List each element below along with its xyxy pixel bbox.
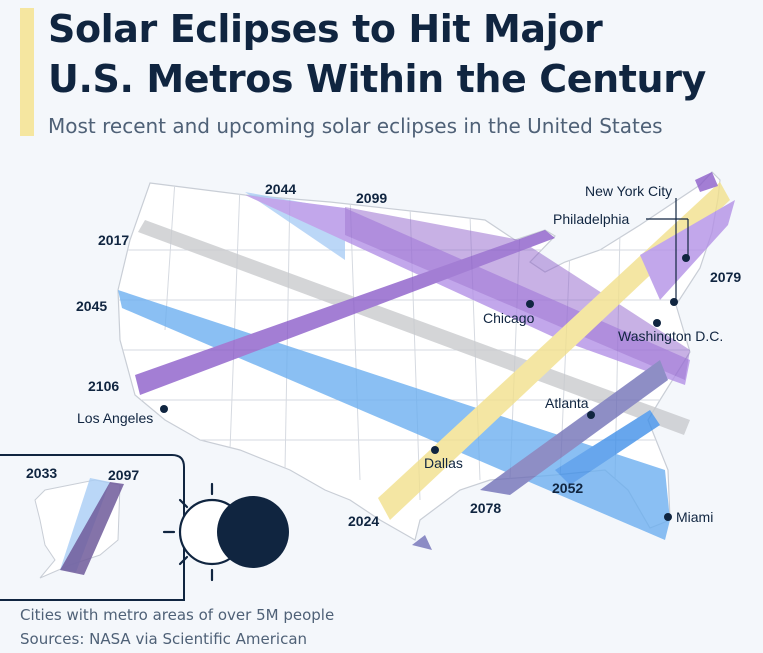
label-dallas: Dallas bbox=[424, 455, 463, 471]
nyc-marker[interactable] bbox=[682, 254, 690, 262]
label-washington: Washington D.C. bbox=[618, 328, 723, 344]
path-2099-b bbox=[345, 207, 690, 380]
label-miami: Miami bbox=[676, 509, 713, 525]
path-2052 bbox=[555, 410, 660, 485]
path-2097 bbox=[60, 482, 124, 575]
label-2045: 2045 bbox=[76, 298, 107, 314]
path-2078-tx bbox=[412, 535, 432, 550]
label-2099: 2099 bbox=[356, 190, 387, 206]
footer-sources: Sources: NASA via Scientific American bbox=[20, 630, 308, 648]
page-subtitle: Most recent and upcoming solar eclipses … bbox=[48, 114, 663, 138]
path-2078 bbox=[480, 360, 668, 495]
label-2024: 2024 bbox=[348, 513, 379, 529]
title-line-2: U.S. Metros Within the Century bbox=[48, 57, 706, 101]
label-2106: 2106 bbox=[88, 378, 119, 394]
page-title: Solar Eclipses to Hit Major U.S. Metros … bbox=[48, 4, 706, 104]
label-2078: 2078 bbox=[470, 500, 501, 516]
alaska-inset bbox=[0, 454, 185, 601]
path-2024 bbox=[378, 182, 730, 520]
city-labels: New York City Philadelphia Chicago Washi… bbox=[77, 183, 723, 525]
label-new-york: New York City bbox=[585, 183, 672, 199]
dallas-marker[interactable] bbox=[431, 446, 439, 454]
miami-marker[interactable] bbox=[664, 513, 672, 521]
los-angeles-marker[interactable] bbox=[160, 405, 168, 413]
washington-marker[interactable] bbox=[653, 319, 661, 327]
label-2033: 2033 bbox=[26, 465, 57, 481]
label-2017: 2017 bbox=[98, 232, 129, 248]
label-los-angeles: Los Angeles bbox=[77, 410, 153, 426]
footer-note: Cities with metro areas of over 5M peopl… bbox=[20, 606, 335, 624]
label-chicago: Chicago bbox=[483, 310, 535, 326]
label-2044: 2044 bbox=[265, 181, 296, 197]
title-line-1: Solar Eclipses to Hit Major bbox=[48, 7, 603, 51]
label-2079: 2079 bbox=[710, 269, 741, 285]
moon-disc-icon bbox=[217, 496, 289, 568]
city-markers bbox=[160, 198, 690, 521]
eclipse-icon bbox=[162, 482, 289, 582]
chicago-marker[interactable] bbox=[526, 300, 534, 308]
label-atlanta: Atlanta bbox=[545, 395, 589, 411]
title-accent-bar bbox=[20, 8, 34, 136]
label-philadelphia: Philadelphia bbox=[553, 211, 629, 227]
alaska-inset-frame bbox=[0, 454, 185, 601]
path-2017 bbox=[138, 220, 690, 435]
philadelphia-marker[interactable] bbox=[670, 298, 678, 306]
label-2097: 2097 bbox=[108, 467, 139, 483]
eclipse-labels: 2044 2099 2017 2045 2106 2079 2052 2078 … bbox=[26, 181, 741, 529]
path-2106 bbox=[135, 230, 555, 395]
eclipse-paths bbox=[118, 172, 735, 550]
atlanta-marker[interactable] bbox=[587, 411, 595, 419]
path-2079-ne bbox=[695, 172, 718, 192]
label-2052: 2052 bbox=[552, 480, 583, 496]
